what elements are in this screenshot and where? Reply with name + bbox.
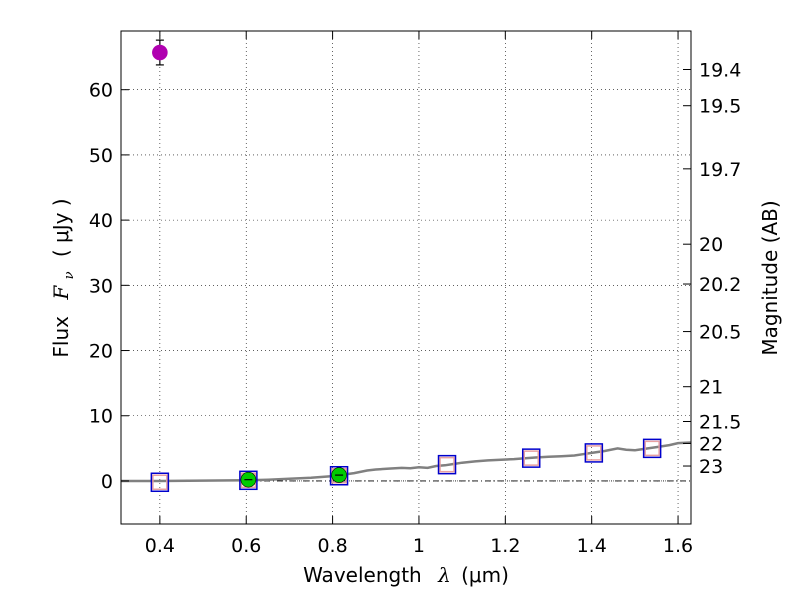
model-point	[437, 454, 457, 475]
y-tick-label: 40	[89, 210, 113, 232]
magnitude-tick-label: 20.2	[699, 274, 741, 296]
plot-frame	[120, 30, 692, 525]
magnitude-tick-label: 21	[699, 377, 723, 399]
model-point-inner	[586, 445, 602, 461]
grid	[121, 31, 691, 524]
tick-marks	[121, 31, 691, 524]
x-tick-label: 0.6	[231, 535, 261, 557]
x-axis-label: Wavelength λ (μm)	[303, 563, 509, 587]
model-point-inner	[439, 456, 455, 473]
x-tick-labels: 0.4 0.6 0.8 1 1.2 1.4 1.6	[145, 535, 693, 557]
y-tick-labels: 0 10 20 30 40 50 60	[89, 80, 113, 493]
model-point-inner	[152, 474, 168, 491]
y-tick-label: 60	[89, 80, 113, 102]
y-tick-label: 50	[89, 145, 113, 167]
magnitude-tick-label: 20	[699, 234, 723, 256]
x-tick-label: 1.2	[490, 535, 520, 557]
model-point-inner	[523, 450, 539, 466]
model-point	[642, 438, 662, 459]
model-point	[329, 465, 349, 486]
model-point	[521, 448, 541, 468]
model-point-inner	[644, 440, 660, 457]
outlier-point	[152, 44, 168, 61]
x-tick-label: 0.4	[145, 535, 175, 557]
magnitude-axis-label: Magnitude (AB)	[758, 200, 782, 355]
x-tick-label: 1	[413, 535, 425, 557]
model-spectrum-group	[121, 441, 692, 483]
y-tick-label: 20	[89, 341, 113, 363]
magnitude-tick-label: 23	[699, 456, 723, 478]
magnitude-tick-label: 19.4	[699, 60, 741, 82]
y-tick-label: 10	[89, 406, 113, 428]
model-spectrum-line	[121, 441, 692, 483]
magnitude-tick-label: 19.7	[699, 159, 741, 181]
data-marks	[150, 39, 662, 493]
y-tick-label: 0	[101, 471, 113, 493]
x-tick-label: 0.8	[317, 535, 347, 557]
magnitude-tick-label: 22	[699, 433, 723, 455]
magnitude-tick-label: 20.5	[699, 322, 741, 344]
x-tick-label: 1.4	[577, 535, 607, 557]
y-axis-label: Flux F ν ( μJy )	[49, 198, 78, 357]
magnitude-tick-label: 19.5	[699, 96, 741, 118]
model-point	[239, 470, 258, 491]
magnitude-tick-label: 21.5	[699, 411, 741, 433]
y-tick-label: 30	[89, 275, 113, 297]
model-point	[150, 472, 170, 493]
x-tick-label: 1.6	[663, 535, 693, 557]
model-point	[584, 443, 604, 463]
